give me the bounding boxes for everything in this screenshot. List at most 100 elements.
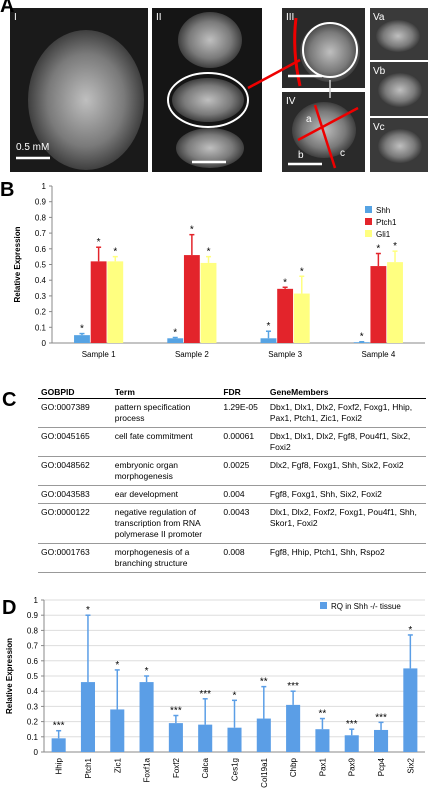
y-tick-label: 0.5 <box>35 261 47 270</box>
significance-label: ** <box>260 677 268 688</box>
significance-label: * <box>173 328 177 339</box>
table-row: GO:0043583 ear development 0.004 Fgf8, Foxg… <box>38 485 426 504</box>
embryo <box>178 12 242 68</box>
bar <box>227 727 242 752</box>
bar <box>277 288 294 343</box>
bar <box>344 735 359 752</box>
x-tick-label: Sample 3 <box>268 350 302 359</box>
significance-label: *** <box>287 681 299 692</box>
x-tick-label: Calca <box>201 757 210 778</box>
bar <box>110 709 125 752</box>
table-cell: embryonic organ morphogenesis <box>111 456 221 486</box>
table-row: GO:0001763 morphogenesis of a branching s… <box>38 543 426 573</box>
significance-label: * <box>80 324 84 335</box>
y-tick-label: 0.4 <box>27 687 39 696</box>
significance-label: * <box>207 247 211 258</box>
table-row: GO:0007389 pattern specification process 1… <box>38 398 426 428</box>
y-tick-label: 0.4 <box>35 276 47 285</box>
y-tick-label: 0.3 <box>27 702 39 711</box>
bar <box>374 729 389 752</box>
x-tick-label: Foxf2 <box>172 757 181 778</box>
bar <box>260 338 277 343</box>
y-tick-label: 0 <box>34 748 39 757</box>
table-cell: cell fate commitment <box>111 427 221 457</box>
table-cell: GO:0007389 <box>38 398 112 428</box>
table-cell: Dlx1, Dlx2, Foxf2, Foxg1, Pou4f1, Shh, S… <box>266 503 426 544</box>
region-label: b <box>298 150 304 161</box>
table-cell: 0.00061 <box>220 427 267 457</box>
table-cell: Dlx2, Fgf8, Foxg1, Shh, Six2, Foxi2 <box>266 456 426 486</box>
bar <box>200 262 217 343</box>
region-label: a <box>306 114 312 125</box>
legend-label: RQ in Shh -/- tissue <box>331 602 401 611</box>
y-tick-label: 0.1 <box>27 733 39 742</box>
bar <box>256 718 271 752</box>
significance-label: *** <box>199 689 211 700</box>
column-header: GOBPID <box>38 386 112 399</box>
column-header: GeneMembers <box>266 386 426 399</box>
cut-line <box>293 17 302 87</box>
x-tick-label: Six2 <box>406 757 415 773</box>
legend-swatch <box>320 602 327 609</box>
table-cell: 0.008 <box>220 543 267 573</box>
x-tick-label: Pcp4 <box>377 757 386 776</box>
table-cell: GO:0045165 <box>38 427 112 457</box>
x-tick-label: Sample 1 <box>82 350 116 359</box>
header-row: GOBPID Term FDR GeneMembers <box>38 386 426 399</box>
significance-label: * <box>233 690 237 701</box>
bar <box>286 704 301 752</box>
table-cell: Dbx1, Dlx1, Dlx2, Foxf2, Foxg1, Hhip, Pa… <box>266 398 426 428</box>
table-cell: 1.29E-05 <box>220 398 267 428</box>
significance-label: * <box>190 225 194 236</box>
bar <box>353 342 370 343</box>
y-tick-label: 0.8 <box>35 213 47 222</box>
bar <box>168 723 183 752</box>
pointer-arrow <box>247 58 301 90</box>
significance-label: ** <box>319 709 327 720</box>
y-tick-label: 0.7 <box>35 229 47 238</box>
cut-line <box>297 106 359 142</box>
table-cell: pattern specification process <box>111 398 221 428</box>
bar <box>80 682 95 752</box>
legend-label: Ptch1 <box>376 218 397 227</box>
table-cell: GO:0043583 <box>38 485 112 504</box>
x-tick-label: Pax9 <box>348 757 357 776</box>
table-cell: Dbx1, Dlx1, Dlx2, Fgf8, Pou4f1, Six2, Fo… <box>266 427 426 457</box>
table: GOBPID Term FDR GeneMembers GO:0007389 patte… <box>38 386 426 573</box>
image-label: Vc <box>373 122 385 133</box>
x-tick-label: Ces1g <box>231 758 240 781</box>
table-cell: Fgf8, Hhip, Ptch1, Shh, Rspo2 <box>266 543 426 573</box>
bar <box>167 338 184 343</box>
table-cell: GO:0001763 <box>38 543 112 573</box>
significance-label: * <box>113 247 117 258</box>
tissue <box>378 73 422 107</box>
bar <box>315 729 330 752</box>
table-cell: 0.0043 <box>220 503 267 544</box>
bar <box>387 262 403 343</box>
tissue <box>376 20 420 52</box>
table-cell: 0.004 <box>220 485 267 504</box>
column-header: Term <box>111 386 221 399</box>
table-row: GO:0000122 negative regulation of transcr… <box>38 503 426 544</box>
y-tick-label: 1 <box>34 596 39 605</box>
table-cell: GO:0000122 <box>38 503 112 544</box>
x-tick-label: Sample 4 <box>361 350 395 359</box>
significance-label: * <box>283 277 287 288</box>
tissue <box>378 129 422 163</box>
region-label: c <box>340 148 345 159</box>
significance-label: * <box>393 241 397 252</box>
significance-label: * <box>115 660 119 671</box>
significance-label: * <box>267 321 271 332</box>
y-axis-label: Relative Expression <box>13 226 22 302</box>
significance-label: * <box>145 666 149 677</box>
x-tick-label: Hhip <box>55 757 64 774</box>
embryo <box>300 22 360 82</box>
table-cell: ear development <box>111 485 221 504</box>
embryo <box>28 30 144 170</box>
highlight-oval <box>167 72 249 128</box>
y-tick-label: 0.2 <box>35 308 47 317</box>
y-tick-label: 0.7 <box>27 642 39 651</box>
table-cell: 0.0025 <box>220 456 267 486</box>
